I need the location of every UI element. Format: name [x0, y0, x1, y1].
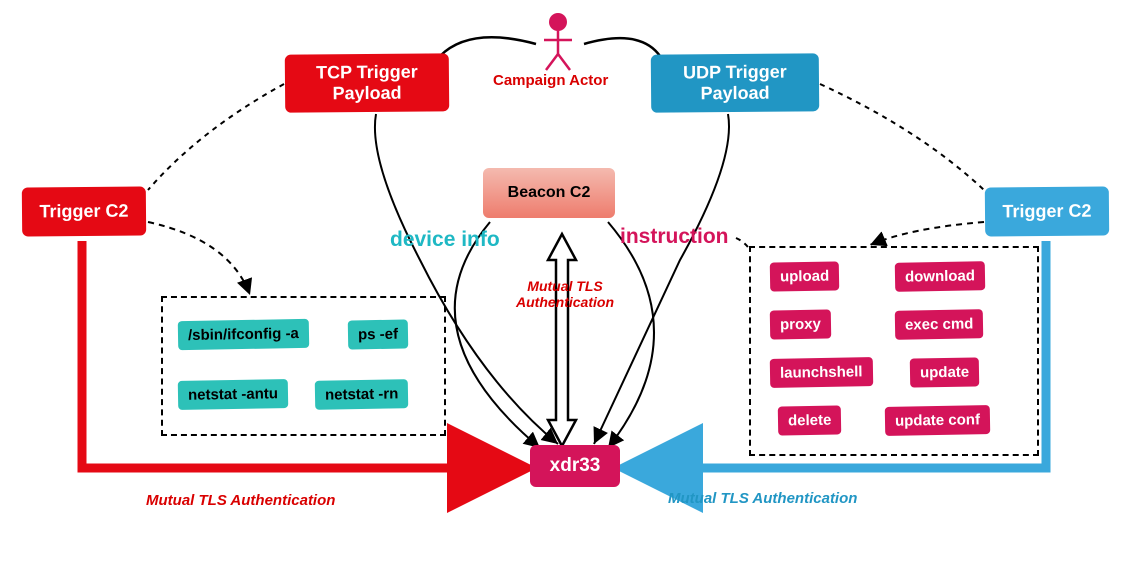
beacon-right-curve: [608, 222, 654, 448]
mtls-left-label: Mutual TLS Authentication: [146, 492, 335, 509]
mtls-mid-label: Mutual TLS Authentication: [510, 278, 620, 310]
right-cmd-6: delete: [778, 405, 842, 435]
actor-label: Campaign Actor: [493, 72, 608, 89]
right-cmd-4: launchshell: [770, 357, 873, 388]
right-cmd-2: proxy: [770, 309, 831, 339]
left-cmd-1: ps -ef: [348, 319, 409, 349]
udp-trigger-l1: UDP Trigger: [665, 61, 805, 83]
dashed-left-c2-box: [148, 222, 250, 295]
device-info-label: device info: [390, 228, 500, 252]
trigger-c2-left: Trigger C2: [22, 186, 146, 236]
left-cmd-3: netstat -rn: [315, 379, 409, 410]
right-cmd-1: download: [895, 261, 985, 292]
right-cmd-5: update: [910, 357, 980, 387]
mtls-double-arrow: [548, 234, 576, 446]
actor-icon: [544, 13, 572, 70]
beacon-c2: Beacon C2: [483, 168, 615, 218]
left-cmd-2: netstat -antu: [178, 379, 288, 410]
instruction-label: instruction: [620, 225, 729, 249]
udp-trigger-l2: Payload: [665, 82, 805, 104]
trigger-c2-right: Trigger C2: [985, 186, 1109, 236]
left-commands-box: [161, 296, 446, 436]
dashed-instruction-box: [736, 238, 750, 250]
actor-to-tcp: [440, 37, 536, 56]
left-cmd-0: /sbin/ifconfig -a: [178, 319, 309, 350]
beacon-left-curve: [455, 222, 540, 448]
right-cmd-3: exec cmd: [895, 309, 984, 340]
dotted-tcp-c2: [148, 84, 284, 190]
tcp-trigger-payload: TCP Trigger Payload: [285, 53, 449, 112]
tcp-trigger-l1: TCP Trigger: [299, 61, 435, 83]
right-cmd-0: upload: [770, 261, 840, 291]
mtls-right-label: Mutual TLS Authentication: [668, 490, 857, 507]
dotted-udp-c2: [820, 84, 984, 190]
udp-trigger-payload: UDP Trigger Payload: [651, 53, 819, 112]
actor-to-udp: [584, 38, 660, 56]
dashed-right-c2-box: [870, 222, 984, 245]
xdr33-node: xdr33: [530, 445, 620, 487]
right-cmd-7: update conf: [885, 405, 990, 436]
tcp-trigger-l2: Payload: [299, 82, 435, 104]
